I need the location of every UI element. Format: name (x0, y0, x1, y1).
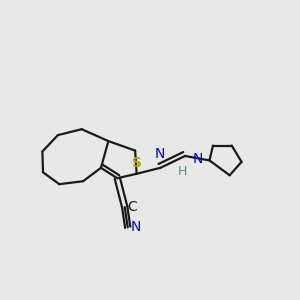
Text: N: N (154, 147, 165, 161)
Text: H: H (177, 165, 187, 178)
Text: S: S (132, 156, 142, 170)
Text: N: N (131, 220, 141, 234)
Text: N: N (193, 152, 203, 166)
Text: C: C (128, 200, 137, 214)
